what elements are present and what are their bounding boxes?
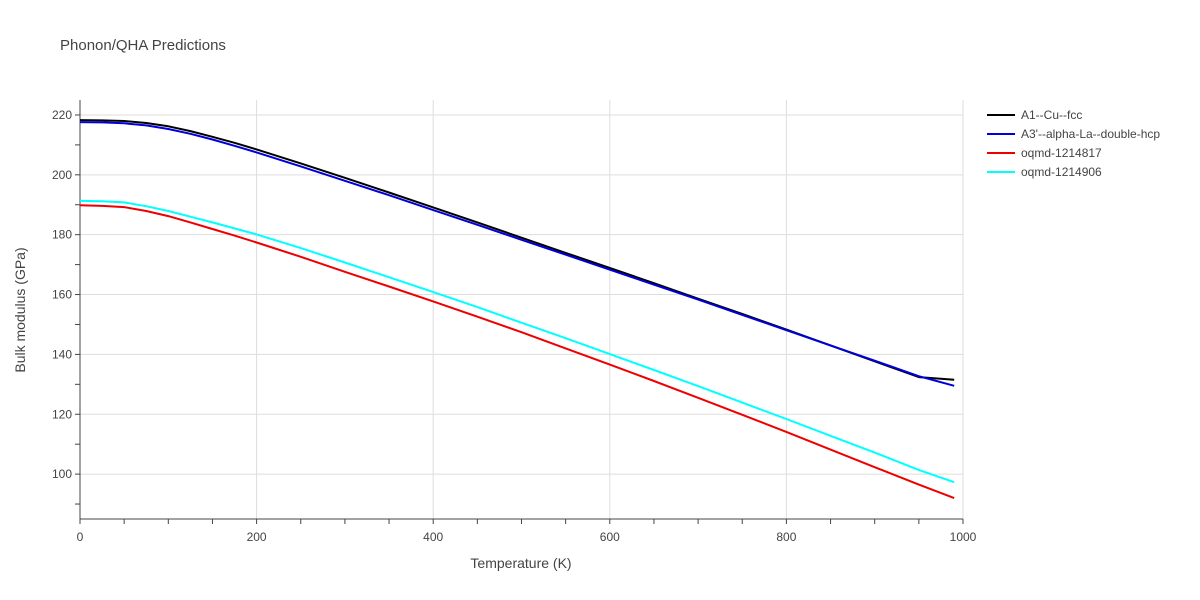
grid bbox=[80, 100, 964, 519]
y-tick-label: 220 bbox=[52, 108, 72, 122]
x-tick-label: 400 bbox=[423, 530, 443, 544]
plot-area bbox=[79, 119, 955, 500]
x-tick-label: 0 bbox=[77, 530, 84, 544]
series-line bbox=[79, 121, 955, 387]
y-tick-label: 140 bbox=[52, 347, 72, 361]
y-tick-label: 160 bbox=[52, 288, 72, 302]
series-line bbox=[79, 204, 955, 500]
y-tick-label: 100 bbox=[52, 467, 72, 481]
legend-entry: A3'--alpha-La--double-hcp bbox=[1021, 127, 1160, 141]
x-tick-label: 600 bbox=[600, 530, 620, 544]
legend: A1--Cu--fcc A3'--alpha-La--double-hcp oqmd… bbox=[987, 108, 1160, 179]
axes bbox=[75, 100, 964, 524]
x-tick-label: 1000 bbox=[950, 530, 977, 544]
x-axis-label: Temperature (K) bbox=[470, 555, 571, 571]
y-axis-label: Bulk modulus (GPa) bbox=[12, 247, 28, 372]
legend-entry: oqmd-1214906 bbox=[1021, 165, 1102, 179]
chart-title: Phonon/QHA Predictions bbox=[60, 37, 226, 54]
y-tick-label: 200 bbox=[52, 168, 72, 182]
legend-entry: oqmd-1214817 bbox=[1021, 146, 1102, 160]
legend-entry: A1--Cu--fcc bbox=[1021, 108, 1082, 122]
y-tick-label: 180 bbox=[52, 228, 72, 242]
y-tick-label: 120 bbox=[52, 407, 72, 421]
x-tick-label: 800 bbox=[776, 530, 796, 544]
tick-labels: 0 200 400 600 800 1000 100 120 140 160 180 200 220 bbox=[52, 108, 977, 544]
series-line bbox=[79, 199, 955, 484]
x-tick-label: 200 bbox=[247, 530, 267, 544]
